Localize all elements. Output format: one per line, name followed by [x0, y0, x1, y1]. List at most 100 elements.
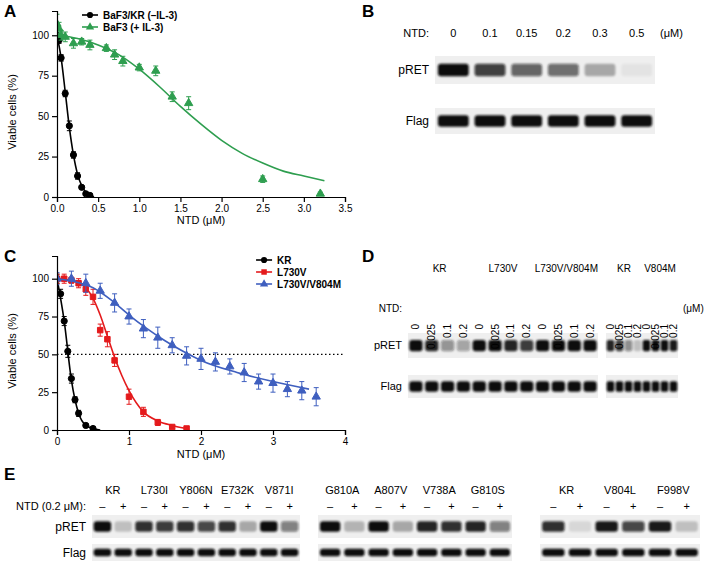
point — [65, 348, 71, 354]
legend-item: L730V — [256, 267, 307, 278]
lane-label: + — [162, 500, 168, 512]
plot-area — [57, 14, 324, 197]
point — [87, 192, 93, 197]
x-axis-tick: 0.0 — [51, 197, 65, 214]
band — [652, 381, 660, 391]
lane-label: – — [224, 500, 231, 512]
y-axis-tick-label: 25 — [38, 387, 50, 398]
lane-label: 0 — [410, 324, 421, 330]
y-axis: 0255075100 — [32, 257, 57, 436]
lane-label: 0.1 — [442, 324, 453, 338]
point — [86, 40, 94, 47]
x-axis-tick-mark — [345, 197, 346, 202]
membrane-group — [318, 515, 512, 561]
error-bar — [63, 90, 68, 96]
point — [125, 312, 133, 319]
point — [110, 298, 118, 305]
x-axis-tick: 2.5 — [256, 197, 270, 214]
band — [622, 521, 644, 531]
band — [156, 521, 173, 531]
point — [58, 291, 64, 297]
band — [344, 549, 364, 557]
band — [457, 381, 470, 391]
band — [490, 521, 510, 531]
row-label: Flag — [406, 114, 429, 128]
point — [184, 98, 192, 105]
treatment-label: NTD: — [379, 303, 402, 314]
point — [61, 318, 67, 324]
point — [259, 174, 267, 181]
point — [76, 410, 82, 416]
error-bar — [141, 407, 146, 416]
band — [218, 521, 235, 531]
band — [441, 381, 454, 391]
x-axis-tick-label: 0.5 — [92, 203, 106, 214]
lane-label: + — [400, 500, 406, 512]
x-axis-tick-mark — [221, 197, 222, 202]
error-bar — [127, 389, 132, 404]
x-axis-tick-mark — [129, 430, 130, 435]
point — [105, 336, 110, 341]
band — [368, 549, 388, 557]
point — [197, 354, 205, 361]
y-axis-tick: 75 — [38, 70, 57, 81]
point — [254, 377, 262, 384]
point — [83, 422, 89, 428]
band — [465, 549, 485, 557]
lane-label: – — [266, 500, 273, 512]
y-axis-tick-label: 75 — [38, 311, 50, 322]
band — [393, 521, 413, 531]
point — [226, 362, 234, 369]
membrane — [92, 544, 300, 561]
y-axis-tick-label: 0 — [43, 425, 49, 436]
band — [239, 549, 256, 557]
band — [475, 64, 506, 77]
band — [260, 521, 277, 531]
row-label: pRET — [374, 339, 402, 351]
x-axis-tick-label: 0.0 — [51, 203, 65, 214]
point — [211, 357, 219, 364]
x-axis-tick: 3 — [271, 430, 277, 447]
band — [569, 549, 591, 557]
point — [269, 378, 277, 385]
y-axis-tick: 0 — [43, 425, 57, 436]
x-axis: 01234 — [55, 430, 349, 447]
band — [177, 521, 194, 531]
fit-line — [57, 35, 324, 181]
legend-label: KR — [277, 255, 292, 266]
x-axis-title: NTD (μM) — [177, 448, 226, 460]
y-axis-tick-mark — [52, 354, 57, 355]
x-axis-tick-mark — [98, 197, 99, 202]
x-axis-tick: 1.0 — [133, 197, 147, 214]
band — [542, 521, 564, 531]
lane-label: 0.2 — [521, 324, 532, 338]
membrane — [92, 515, 300, 538]
lane-label: – — [473, 500, 480, 512]
band — [114, 521, 131, 531]
lane-label: 0.3 — [592, 27, 607, 39]
point — [316, 189, 324, 196]
membrane — [318, 515, 512, 538]
legend-item: BaF3 (+ IL-3) — [82, 22, 163, 33]
point — [135, 63, 143, 70]
band — [548, 115, 579, 127]
legend-symbol — [261, 257, 267, 263]
y-axis-tick: 100 — [32, 30, 57, 41]
lane-label: 0.1 — [482, 27, 497, 39]
group-label: KR — [617, 263, 631, 274]
lane-label: + — [120, 500, 126, 512]
band — [438, 115, 469, 127]
point — [119, 56, 127, 63]
legend-label: L730V — [277, 267, 307, 278]
y-axis-tick-label: 0 — [43, 192, 49, 203]
lane-label: – — [141, 500, 148, 512]
band — [473, 381, 486, 391]
error-bar — [62, 317, 67, 326]
y-axis-tick-label: 50 — [38, 349, 50, 360]
lane-label: – — [376, 500, 383, 512]
error-bar — [67, 121, 72, 131]
point — [169, 424, 174, 429]
x-axis-tick: 0 — [55, 430, 61, 447]
group-label: L730V — [489, 263, 518, 274]
fit-line — [57, 279, 187, 429]
